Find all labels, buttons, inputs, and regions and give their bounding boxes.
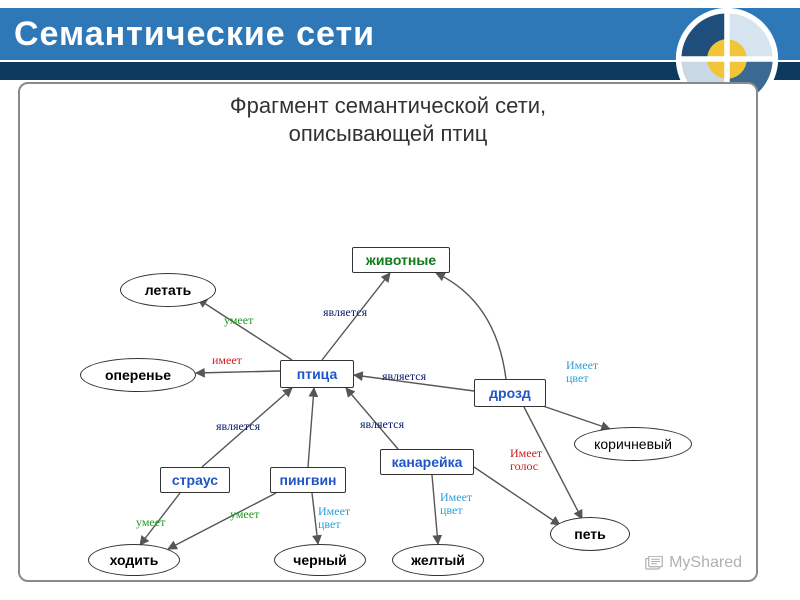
edge-label: является (323, 305, 367, 320)
diagram-frame: Фрагмент семантической сети, описывающей… (18, 82, 758, 582)
edge-label: умеет (230, 507, 259, 522)
node-sing: петь (550, 517, 630, 551)
edge-label: умеет (136, 515, 165, 530)
node-thrush: дрозд (474, 379, 546, 407)
edge-label: является (360, 417, 404, 432)
edge-label: Имеетголос (510, 447, 542, 472)
edge-label: Имеетцвет (318, 505, 350, 530)
node-brown: коричневый (574, 427, 692, 461)
edge-label: является (382, 369, 426, 384)
edge-label: умеет (224, 313, 253, 328)
node-plumage: оперенье (80, 358, 196, 392)
edge (308, 388, 314, 467)
node-yellow: желтый (392, 544, 484, 576)
node-fly: летать (120, 273, 216, 307)
edge (198, 299, 292, 360)
watermark-text: MyShared (669, 554, 742, 572)
edge-label: Имеетцвет (440, 491, 472, 516)
edge (436, 273, 506, 379)
edge (196, 371, 280, 373)
node-bird: птица (280, 360, 354, 388)
node-animals: животные (352, 247, 450, 273)
node-ostrich: страус (160, 467, 230, 493)
subtitle-line-1: Фрагмент семантической сети, (230, 93, 546, 118)
watermark-icon (645, 556, 663, 570)
edge (474, 467, 560, 525)
watermark: MyShared (645, 554, 742, 572)
node-black: черный (274, 544, 366, 576)
edge (540, 405, 610, 429)
slide: Семантические сети Фрагмент семантическо… (0, 0, 800, 600)
edge (168, 493, 276, 549)
diagram-canvas: животные птица дрозд канарейка страус пингвин… (20, 147, 756, 600)
node-canary: канарейка (380, 449, 474, 475)
edge-label: Имеетцвет (566, 359, 598, 384)
diagram-subtitle: Фрагмент семантической сети, описывающей… (20, 84, 756, 147)
edge-label: является (216, 419, 260, 434)
node-penguin: пингвин (270, 467, 346, 493)
node-walk: ходить (88, 544, 180, 576)
subtitle-line-2: описывающей птиц (289, 121, 488, 146)
edge-label: имеет (212, 353, 242, 368)
edge (432, 475, 438, 544)
